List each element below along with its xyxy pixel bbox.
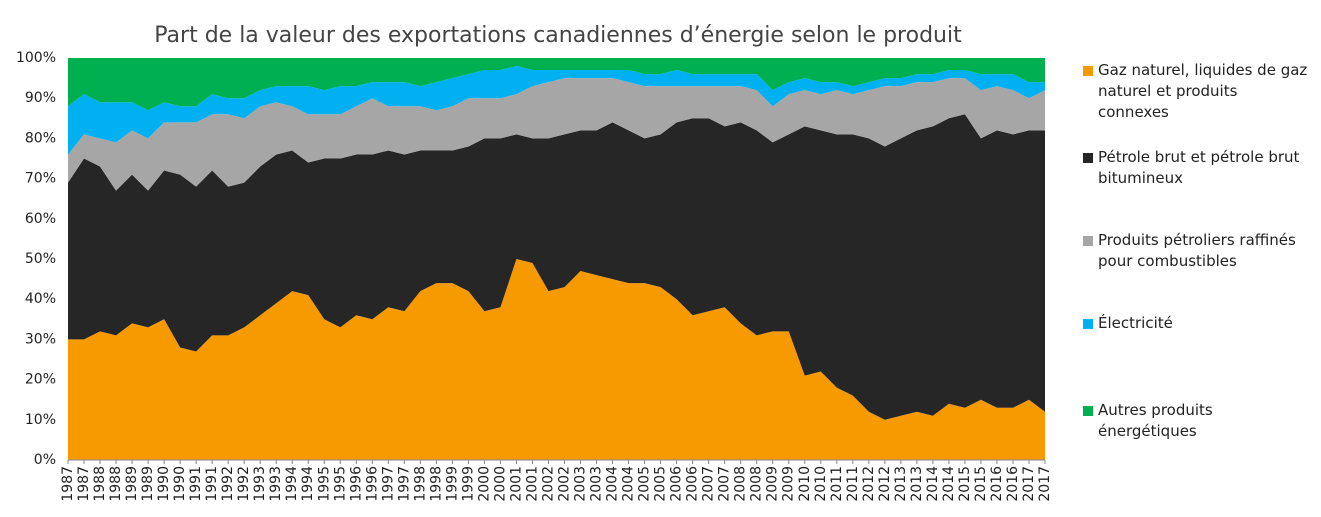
y-tick-label: 70%	[25, 171, 56, 187]
x-tick-label: 1987	[76, 466, 92, 502]
area	[68, 259, 1045, 460]
x-tick-label: 2014	[925, 466, 941, 502]
y-tick-label: 10%	[25, 412, 56, 428]
x-tick-label: 2012	[877, 466, 893, 502]
chart-title: Part de la valeur des exportations canad…	[154, 23, 962, 48]
x-tick-label: 2016	[989, 466, 1005, 502]
legend-swatch	[1083, 153, 1093, 163]
x-tick-label: 1987	[60, 466, 76, 502]
x-tick-label: 2010	[813, 466, 829, 502]
x-tick-label: 2001	[508, 466, 524, 502]
x-tick-label: 2012	[861, 466, 877, 502]
x-tick-label: 1988	[108, 466, 124, 502]
x-tick-label: 1998	[428, 466, 444, 502]
y-tick-label: 100%	[16, 50, 56, 66]
x-tick-label: 2007	[717, 466, 733, 502]
x-tick-label: 2000	[492, 466, 508, 502]
x-tick-label: 2009	[765, 466, 781, 502]
legend-swatch	[1083, 66, 1093, 76]
x-tick-label: 1991	[188, 466, 204, 502]
x-tick-label: 2013	[893, 466, 909, 502]
x-tick-label: 2002	[540, 466, 556, 502]
x-tick-label: 1997	[380, 466, 396, 502]
x-tick-label: 2015	[973, 466, 989, 502]
legend-label: Électricité	[1098, 314, 1173, 332]
legend-label: Pétrole brut et pétrole brut bitumineux	[1098, 148, 1300, 187]
y-tick-label: 90%	[25, 90, 56, 106]
y-tick-label: 60%	[25, 211, 56, 227]
area	[68, 66, 1045, 155]
x-tick-label: 2006	[669, 466, 685, 502]
x-tick-label: 2004	[621, 466, 637, 502]
area	[68, 78, 1045, 191]
legend-swatch	[1083, 236, 1093, 246]
x-tick-label: 2001	[524, 466, 540, 502]
x-tick-label: 1994	[284, 466, 300, 502]
x-tick-label: 2003	[589, 466, 605, 502]
legend-swatch	[1083, 319, 1093, 329]
x-tick-label: 1990	[156, 466, 172, 502]
x-tick-label: 2000	[476, 466, 492, 502]
x-tick-label: 1996	[348, 466, 364, 502]
area	[68, 58, 1045, 111]
x-tick-label: 1999	[460, 466, 476, 502]
legend-item: Pétrole brut et pétrole brut bitumineux	[1083, 147, 1313, 189]
x-tick-label: 2005	[637, 466, 653, 502]
area	[68, 114, 1045, 420]
x-tick-label: 1993	[268, 466, 284, 502]
x-tick-label: 2017	[1021, 466, 1037, 502]
legend-label: Autres produits énergétiques	[1098, 401, 1213, 440]
x-tick-label: 2005	[653, 466, 669, 502]
x-tick-label: 2008	[733, 466, 749, 502]
x-tick-label: 1991	[204, 466, 220, 502]
x-tick-label: 2016	[1005, 466, 1021, 502]
y-tick-label: 20%	[25, 372, 56, 388]
x-tick-label: 1993	[252, 466, 268, 502]
x-tick-label: 2004	[605, 466, 621, 502]
legend-item: Autres produits énergétiques	[1083, 400, 1313, 442]
x-tick-label: 2006	[685, 466, 701, 502]
x-tick-label: 2013	[909, 466, 925, 502]
x-tick-label: 1989	[140, 466, 156, 502]
x-tick-label: 2015	[957, 466, 973, 502]
x-tick-label: 1995	[316, 466, 332, 502]
y-tick-label: 30%	[25, 331, 56, 347]
x-tick-label: 1992	[220, 466, 236, 502]
y-tick-label: 40%	[25, 291, 56, 307]
legend-item: Produits pétroliers raffinés pour combus…	[1083, 230, 1313, 272]
legend-item: Électricité	[1083, 313, 1173, 334]
x-tick-label: 1999	[444, 466, 460, 502]
x-tick-label: 1997	[396, 466, 412, 502]
x-tick-label: 2002	[557, 466, 573, 502]
x-tick-label: 1990	[172, 466, 188, 502]
x-tick-label: 2009	[781, 466, 797, 502]
x-tick-label: 1994	[300, 466, 316, 502]
y-tick-label: 80%	[25, 130, 56, 146]
x-tick-label: 2011	[845, 466, 861, 502]
y-tick-label: 50%	[25, 251, 56, 267]
x-tick-label: 2017	[1037, 466, 1053, 502]
x-tick-label: 2008	[749, 466, 765, 502]
x-tick-label: 1998	[412, 466, 428, 502]
x-tick-label: 2011	[829, 466, 845, 502]
x-tick-label: 2007	[701, 466, 717, 502]
y-tick-label: 0%	[34, 452, 56, 468]
legend-label: Gaz naturel, liquides de gaz naturel et …	[1098, 61, 1308, 121]
x-tick-label: 2010	[797, 466, 813, 502]
legend-label: Produits pétroliers raffinés pour combus…	[1098, 231, 1296, 270]
x-tick-label: 2014	[941, 466, 957, 502]
x-tick-label: 1989	[124, 466, 140, 502]
x-tick-label: 1988	[92, 466, 108, 502]
legend-item: Gaz naturel, liquides de gaz naturel et …	[1083, 60, 1313, 123]
legend-swatch	[1083, 406, 1093, 416]
x-tick-label: 2003	[573, 466, 589, 502]
x-tick-label: 1996	[364, 466, 380, 502]
x-tick-label: 1995	[332, 466, 348, 502]
x-tick-label: 1992	[236, 466, 252, 502]
